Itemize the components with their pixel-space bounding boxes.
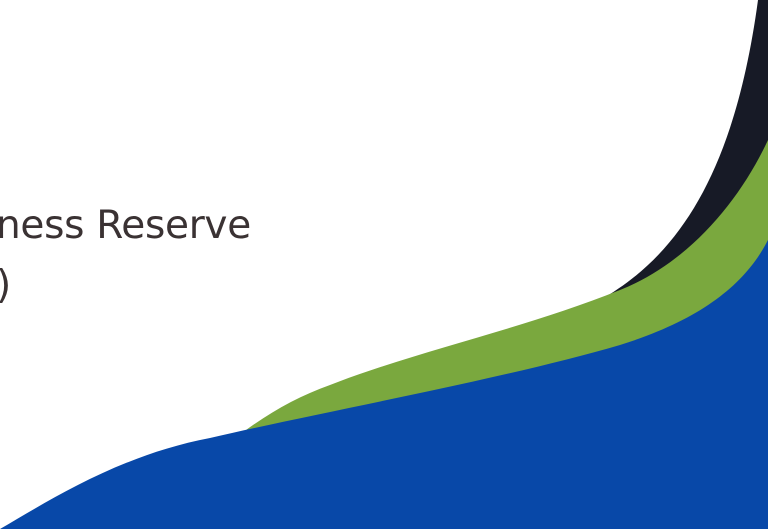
slide-title-line-2: ) [0, 256, 251, 316]
slide-title-line-1: ness Reserve [0, 203, 251, 248]
slide-title: ness Reserve ) [0, 196, 251, 316]
wave-blue-band [0, 240, 768, 529]
